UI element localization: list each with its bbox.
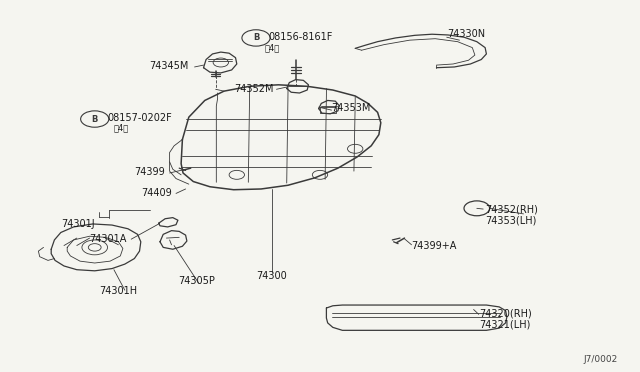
Text: 74353M: 74353M (332, 103, 371, 113)
Text: B: B (253, 33, 259, 42)
Text: 74352M: 74352M (234, 84, 274, 93)
Text: 74399+A: 74399+A (411, 241, 456, 250)
Text: 74301J: 74301J (61, 219, 95, 229)
Text: 74300: 74300 (257, 271, 287, 281)
Text: 74321(LH): 74321(LH) (479, 320, 530, 329)
Text: 74399: 74399 (134, 167, 165, 177)
Text: 74301A: 74301A (90, 234, 127, 244)
Text: 。4。: 。4。 (264, 43, 280, 52)
Text: 74345M: 74345M (149, 61, 189, 71)
Text: 74409: 74409 (141, 188, 172, 198)
Text: 08156-8161F: 08156-8161F (269, 32, 333, 42)
Text: 。4。: 。4。 (114, 124, 129, 133)
Text: 74353(LH): 74353(LH) (485, 215, 536, 225)
Text: B: B (92, 115, 98, 124)
Bar (320, 107, 336, 113)
Text: 74301H: 74301H (99, 286, 138, 296)
Text: 74352(RH): 74352(RH) (485, 205, 538, 214)
Text: 74330N: 74330N (447, 29, 485, 39)
Text: 08157-0202F: 08157-0202F (108, 113, 172, 123)
Text: 74320(RH): 74320(RH) (479, 308, 531, 318)
Text: 74305P: 74305P (179, 276, 216, 286)
Text: J7/0002: J7/0002 (583, 355, 618, 364)
